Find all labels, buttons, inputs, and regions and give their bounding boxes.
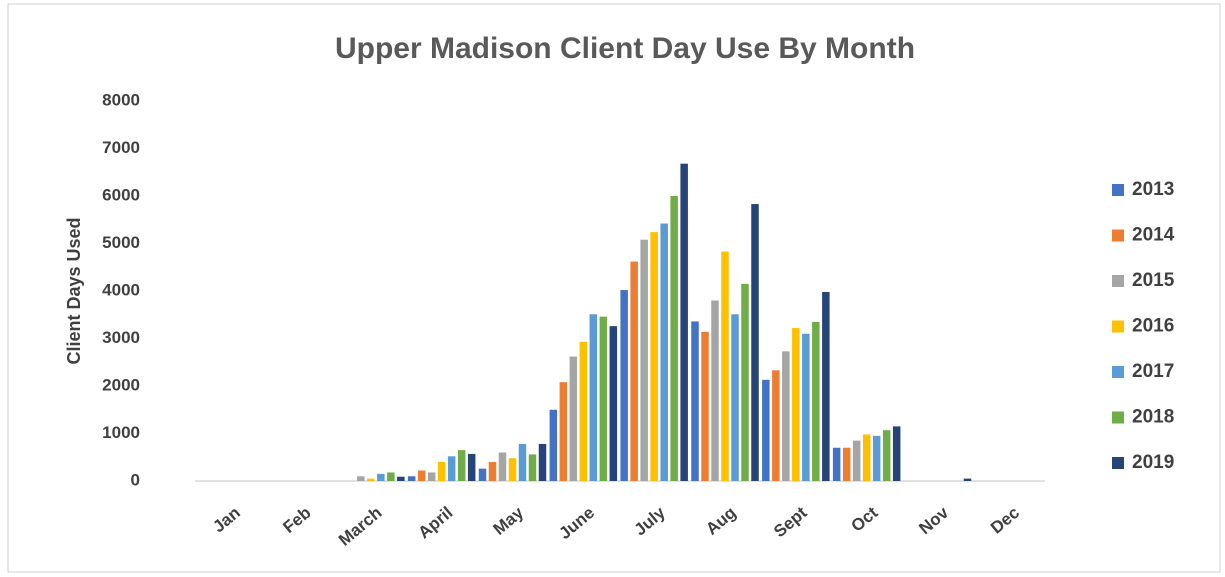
bar xyxy=(892,426,901,481)
legend-label: 2013 xyxy=(1132,179,1174,200)
y-tick-label: 5000 xyxy=(102,233,140,252)
legend-swatch xyxy=(1112,184,1124,196)
legend-swatch xyxy=(1112,411,1124,424)
chart-title: Upper Madison Client Day Use By Month xyxy=(335,32,915,65)
bar xyxy=(387,472,395,481)
y-tick-label: 6000 xyxy=(102,185,140,204)
y-axis-label: Client Days Used xyxy=(64,217,84,364)
y-tick-label: 8000 xyxy=(102,90,140,109)
legend-label: 2015 xyxy=(1132,270,1175,291)
bar xyxy=(670,196,678,481)
bar xyxy=(478,468,487,481)
bar xyxy=(599,316,608,481)
bar xyxy=(882,430,891,481)
bar xyxy=(691,321,699,481)
bar xyxy=(620,290,628,481)
bar xyxy=(832,447,841,481)
bar xyxy=(538,443,547,481)
y-tick-label: 2000 xyxy=(102,375,140,394)
bar xyxy=(407,476,416,481)
bar xyxy=(711,300,719,481)
y-tick-label: 3000 xyxy=(102,328,140,347)
bar xyxy=(457,450,466,481)
bar xyxy=(518,443,527,481)
bar xyxy=(488,462,497,481)
legend-label: 2018 xyxy=(1132,407,1174,428)
bar xyxy=(772,370,780,481)
bar xyxy=(660,223,668,482)
bar xyxy=(640,239,648,481)
bar xyxy=(609,326,618,481)
bar xyxy=(862,434,871,481)
legend-swatch xyxy=(1112,320,1124,333)
legend-label: 2014 xyxy=(1132,225,1175,246)
bar xyxy=(792,328,800,481)
bar xyxy=(447,456,456,481)
legend-swatch xyxy=(1112,366,1124,378)
bar xyxy=(872,435,881,481)
bar xyxy=(569,356,578,481)
bar xyxy=(367,478,375,481)
bar xyxy=(721,251,729,481)
y-tick-label: 7000 xyxy=(102,138,140,157)
bar xyxy=(437,462,446,481)
bar xyxy=(427,472,436,481)
legend-label: 2017 xyxy=(1132,361,1174,382)
bar xyxy=(741,283,749,481)
bar xyxy=(377,473,385,481)
bar xyxy=(579,341,588,481)
bar xyxy=(467,453,476,481)
bar xyxy=(802,333,810,481)
bar xyxy=(589,314,598,481)
bar xyxy=(812,321,820,481)
bar xyxy=(650,232,658,481)
bar xyxy=(549,409,558,481)
bar xyxy=(559,382,568,481)
bar xyxy=(762,379,770,481)
y-tick-label: 1000 xyxy=(102,423,140,442)
bar xyxy=(498,452,507,481)
legend-swatch xyxy=(1112,275,1124,287)
y-tick-label: 0 xyxy=(131,470,140,489)
bar xyxy=(852,440,861,481)
legend-label: 2019 xyxy=(1132,452,1174,473)
bar xyxy=(397,476,405,481)
legend-label: 2016 xyxy=(1132,316,1174,337)
bar xyxy=(751,204,759,481)
bar xyxy=(822,291,830,481)
y-tick-label: 4000 xyxy=(102,280,140,299)
bar xyxy=(842,447,851,481)
bar xyxy=(417,470,426,481)
bar xyxy=(528,454,537,481)
bar xyxy=(508,458,517,481)
bar xyxy=(357,476,365,481)
chart-frame xyxy=(7,3,1221,573)
bar xyxy=(630,261,638,481)
bar xyxy=(782,351,790,481)
bar xyxy=(963,478,972,481)
legend-swatch xyxy=(1112,229,1124,242)
bar xyxy=(680,163,688,481)
legend-swatch xyxy=(1112,457,1124,469)
bar xyxy=(731,314,739,481)
bar xyxy=(701,331,709,481)
